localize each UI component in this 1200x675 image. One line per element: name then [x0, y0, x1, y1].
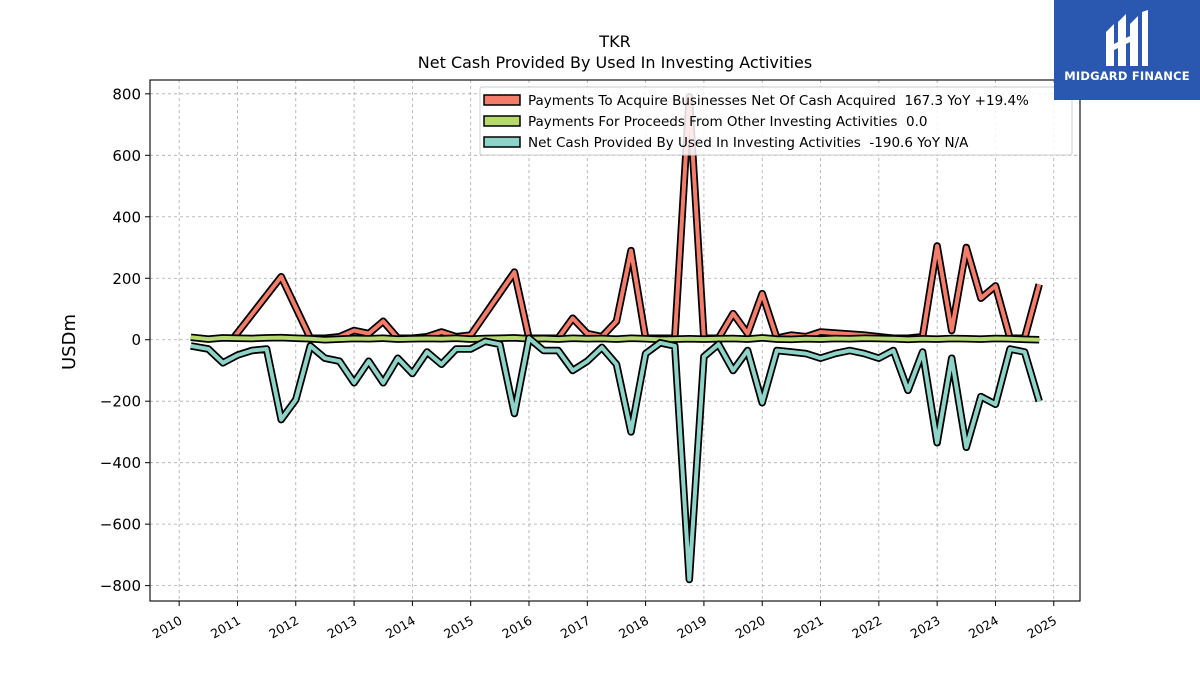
x-tick-label: 2019	[674, 613, 709, 642]
series-net-investing-line-outline	[190, 334, 1043, 584]
x-tick-label: 2013	[325, 613, 360, 642]
legend-label-acquisitions: Payments To Acquire Businesses Net Of Ca…	[528, 93, 1029, 109]
x-tick-label: 2017	[558, 613, 593, 642]
y-tick-label: −400	[100, 454, 141, 472]
x-tick-label: 2022	[849, 613, 884, 642]
x-tick-label: 2021	[791, 613, 826, 642]
plot-frame	[149, 79, 1081, 602]
x-tick-label: 2010	[150, 613, 185, 642]
x-tick-label: 2016	[499, 613, 534, 642]
x-tick-label: 2011	[208, 613, 243, 642]
chart-title: TKR	[598, 32, 630, 51]
legend-label-other-investing: Payments For Proceeds From Other Investi…	[528, 114, 927, 130]
legend-label-net-investing: Net Cash Provided By Used In Investing A…	[528, 135, 969, 151]
x-axis: 2010 2011 2012 2013 2014 2015 2016 2017 2018 2019…	[150, 601, 1059, 642]
legend-box	[479, 86, 1073, 156]
y-tick-label: 400	[112, 208, 141, 226]
x-tick-label: 2020	[733, 613, 768, 642]
legend: Payments To Acquire Businesses Net Of Ca…	[479, 86, 1073, 156]
x-tick-label: 2012	[266, 613, 301, 642]
series-net-investing-line	[190, 336, 1042, 582]
y-tick-label: 600	[112, 147, 141, 165]
legend-swatch-acquisitions	[483, 94, 521, 106]
chart-subtitle: Net Cash Provided By Used In Investing A…	[418, 53, 812, 72]
x-tick-label: 2024	[966, 613, 1001, 642]
series-other-investing-line	[190, 335, 1040, 342]
y-tick-label: 200	[112, 270, 141, 288]
y-tick-label: 0	[131, 331, 141, 349]
midgard-finance-logo: MIDGARD FINANCE	[1054, 0, 1200, 100]
y-tick-label: 800	[112, 85, 141, 103]
plot-series	[190, 93, 1043, 584]
y-tick-label: −800	[100, 577, 141, 595]
x-tick-label: 2014	[383, 613, 418, 642]
legend-swatch-net-investing	[483, 136, 521, 148]
x-tick-label: 2025	[1024, 613, 1059, 642]
y-axis: 800 600 400 200 0 −200 −400 −600 −800	[100, 85, 150, 595]
legend-swatch-other-investing	[483, 115, 521, 127]
y-tick-label: −200	[100, 393, 141, 411]
x-tick-label: 2018	[616, 613, 651, 642]
x-tick-label: 2015	[441, 613, 476, 642]
logo-text: MIDGARD FINANCE	[1064, 69, 1190, 83]
y-axis-label: USDm	[59, 314, 80, 370]
x-tick-label: 2023	[908, 613, 943, 642]
y-tick-label: −600	[100, 516, 141, 534]
midgard-m-icon	[1106, 10, 1148, 66]
